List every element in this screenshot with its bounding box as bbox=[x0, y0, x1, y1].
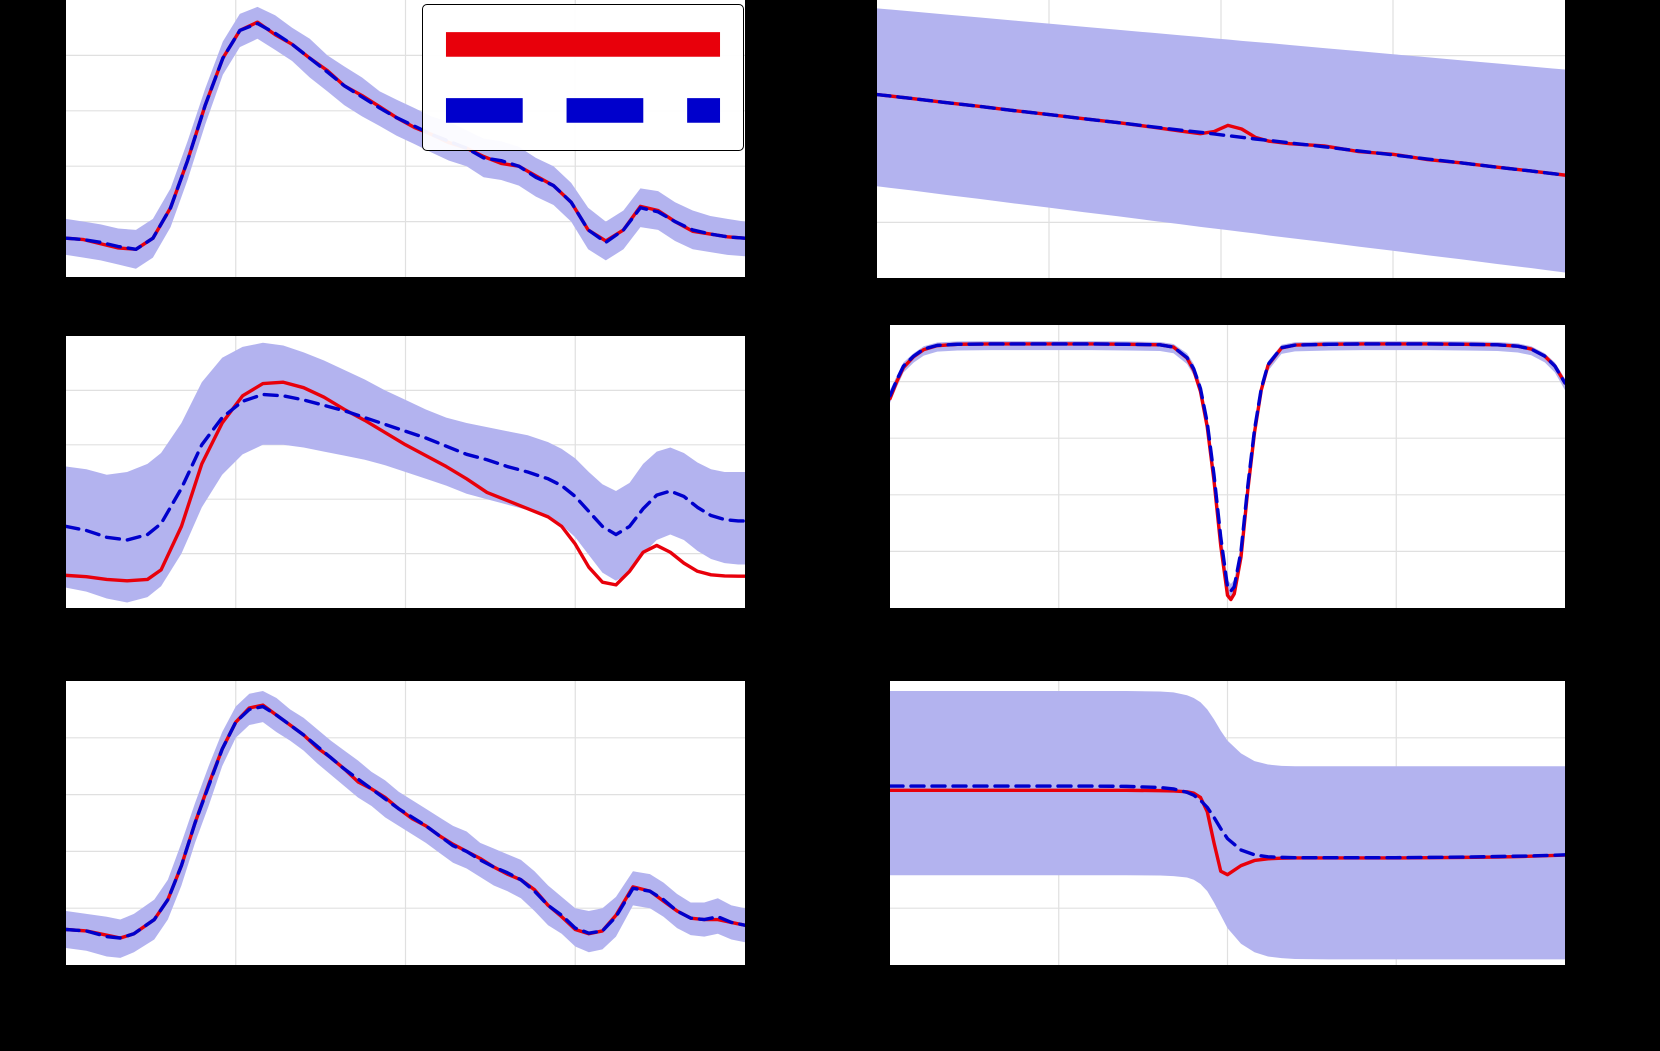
chart-middle-left bbox=[66, 336, 745, 608]
panel-top-right bbox=[877, 0, 1565, 278]
panel-bottom-right bbox=[890, 681, 1565, 965]
panel-top-left: 3D averaged Mean prediction bbox=[66, 0, 874, 277]
solid-line-swatch-icon bbox=[445, 32, 721, 57]
legend-label-prediction: Mean prediction bbox=[744, 81, 875, 140]
chart-top-right bbox=[877, 0, 1565, 278]
dashed-line-swatch-icon bbox=[445, 98, 721, 124]
panel-middle-right bbox=[890, 325, 1565, 608]
legend-label-averaged: 3D averaged bbox=[744, 15, 867, 74]
chart-bottom-right bbox=[890, 681, 1565, 965]
legend: 3D averaged Mean prediction bbox=[422, 4, 874, 152]
chart-bottom-left bbox=[66, 681, 745, 965]
panel-middle-left bbox=[66, 336, 745, 608]
legend-item-averaged: 3D averaged bbox=[435, 16, 867, 73]
chart-top-left bbox=[66, 0, 745, 277]
legend-item-prediction: Mean prediction bbox=[435, 82, 874, 139]
chart-middle-right bbox=[890, 325, 1565, 608]
panel-bottom-left bbox=[66, 681, 745, 965]
